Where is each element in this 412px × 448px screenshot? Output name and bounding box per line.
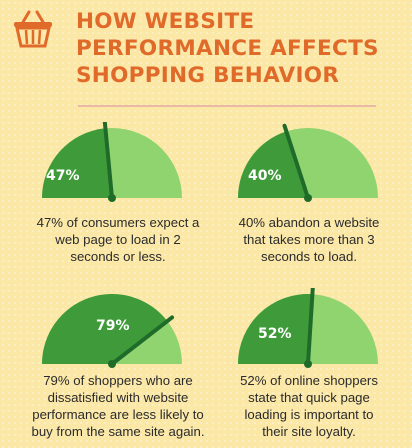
header: HOW WEBSITE PERFORMANCE AFFECTS SHOPPING…	[0, 0, 412, 110]
gauge-percent-label: 47%	[46, 168, 80, 184]
gauge-caption: 47% of consumers expect a web page to lo…	[18, 214, 218, 265]
caption-line: 40% abandon a website	[238, 215, 380, 230]
gauge-percent-label: 52%	[258, 326, 292, 342]
gauge-needle-hub	[108, 194, 116, 202]
caption-line: web page to load in 2	[55, 232, 181, 247]
caption-line: dissatisfied with website	[47, 390, 189, 405]
gauge-filled-arc	[42, 128, 112, 198]
gauge-needle	[102, 122, 114, 200]
gauge-needle	[306, 288, 315, 366]
caption-line: performance are less likely to	[32, 407, 204, 422]
title-line: SHOPPING BEHAVIOR	[76, 63, 340, 88]
basket-icon	[14, 10, 52, 48]
gauge-needle-hub	[304, 194, 312, 202]
gauge-percent-label: 79%	[96, 318, 130, 334]
caption-line: 47% of consumers expect a	[36, 215, 200, 230]
caption-line: seconds to load.	[260, 249, 358, 264]
caption-line: state that quick page	[248, 390, 370, 405]
gauge-card: 52% 52% of online shoppers state that qu…	[214, 288, 412, 448]
gauge-filled-arc	[238, 294, 313, 364]
gauge-needle	[282, 123, 310, 200]
page-title: HOW WEBSITE PERFORMANCE AFFECTS SHOPPING…	[76, 8, 379, 89]
caption-line: buy from the same site again.	[31, 424, 205, 439]
gauge-caption: 79% of shoppers who are dissatisfied wit…	[18, 372, 218, 440]
title-line: PERFORMANCE AFFECTS	[76, 36, 379, 61]
gauge-caption: 40% abandon a website that takes more th…	[214, 214, 404, 265]
gauge-card: 40% 40% abandon a website that takes mor…	[214, 122, 412, 282]
caption-line: 79% of shoppers who are	[43, 373, 193, 388]
gauge-caption: 52% of online shoppers state that quick …	[214, 372, 404, 440]
gauge-chart	[42, 122, 182, 202]
gauge-card: 79% 79% of shoppers who are dissatisfied…	[18, 288, 218, 448]
gauge-chart	[238, 123, 378, 202]
gauge-percent-label: 40%	[248, 168, 282, 184]
gauge-needle-hub	[108, 360, 116, 368]
gauge-filled-arc	[42, 294, 168, 364]
gauge-needle	[110, 315, 175, 366]
title-line: HOW WEBSITE	[76, 9, 255, 34]
gauge-card: 47% 47% of consumers expect a web page t…	[18, 122, 218, 282]
gauge-chart	[238, 288, 378, 368]
caption-line: loading is important to	[244, 407, 374, 422]
caption-line: 52% of online shoppers	[240, 373, 378, 388]
caption-line: their site loyalty.	[262, 424, 356, 439]
gauge-needle-hub	[304, 360, 312, 368]
caption-line: seconds or less.	[70, 249, 166, 264]
title-divider	[78, 105, 376, 107]
caption-line: that takes more than 3	[243, 232, 375, 247]
gauge-chart	[42, 294, 182, 368]
